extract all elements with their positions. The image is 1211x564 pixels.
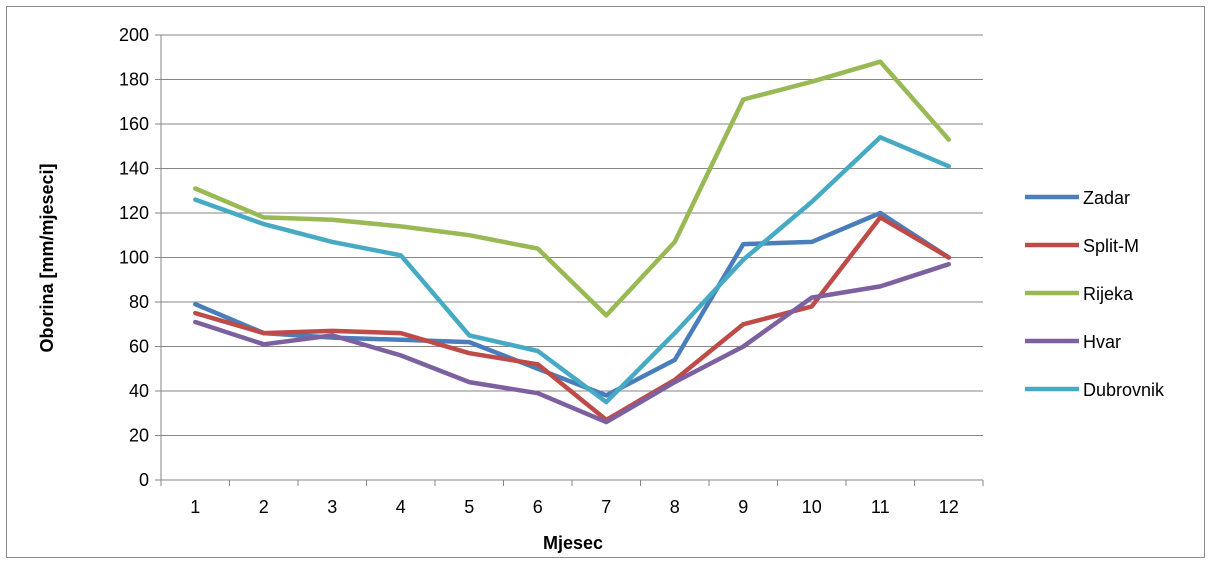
x-tick-label: 6 (533, 497, 543, 517)
x-tick-label: 12 (939, 497, 959, 517)
axes (155, 34, 984, 486)
legend-label-split-m: Split-M (1083, 236, 1139, 256)
x-tick-label: 4 (396, 497, 406, 517)
x-tick-label: 7 (601, 497, 611, 517)
y-axis-title: Oborina [mm/mjeseci] (37, 163, 57, 352)
x-tick-label: 3 (327, 497, 337, 517)
y-tick-label: 140 (119, 159, 149, 179)
x-tick-labels: 1 2 3 4 5 6 7 8 9 10 11 12 (190, 497, 959, 517)
x-tick-label: 11 (871, 497, 890, 517)
series-line-rijeka (193, 59, 952, 318)
x-axis-title: Mjesec (543, 533, 603, 553)
y-tick-label: 60 (129, 337, 149, 357)
x-tick-label: 2 (259, 497, 269, 517)
y-tick-label: 20 (129, 426, 149, 446)
y-tick-label: 80 (129, 292, 149, 312)
y-tick-label: 120 (119, 203, 149, 223)
y-tick-label: 0 (139, 470, 149, 490)
y-tick-labels: 0 20 40 60 80 100 120 140 160 180 200 (119, 25, 149, 490)
x-tick-label: 9 (738, 497, 748, 517)
legend-label-rijeka: Rijeka (1083, 284, 1134, 304)
series-line-split-m (193, 215, 952, 423)
y-tick-label: 200 (119, 25, 149, 45)
series-line-dubrovnik (193, 135, 952, 405)
series-line-hvar (193, 261, 952, 425)
series-line-zadar (193, 210, 952, 398)
legend-label-dubrovnik: Dubrovnik (1083, 380, 1165, 400)
legend: Zadar Split-M Rijeka Hvar Dubrovnik (1025, 188, 1165, 400)
y-tick-label: 40 (129, 381, 149, 401)
legend-label-hvar: Hvar (1083, 332, 1121, 352)
x-tick-label: 5 (464, 497, 474, 517)
chart-frame: 0 20 40 60 80 100 120 140 160 180 200 1 2 3 4 5 6 7 8 9 10 1… (6, 6, 1205, 558)
x-tick-label: 10 (802, 497, 822, 517)
y-tick-label: 100 (119, 248, 149, 268)
gridlines (161, 34, 983, 436)
x-tick-label: 1 (190, 497, 200, 517)
y-tick-label: 180 (119, 70, 149, 90)
legend-label-zadar: Zadar (1083, 188, 1130, 208)
series-lines (193, 59, 952, 425)
y-tick-label: 160 (119, 114, 149, 134)
x-tick-label: 8 (670, 497, 680, 517)
